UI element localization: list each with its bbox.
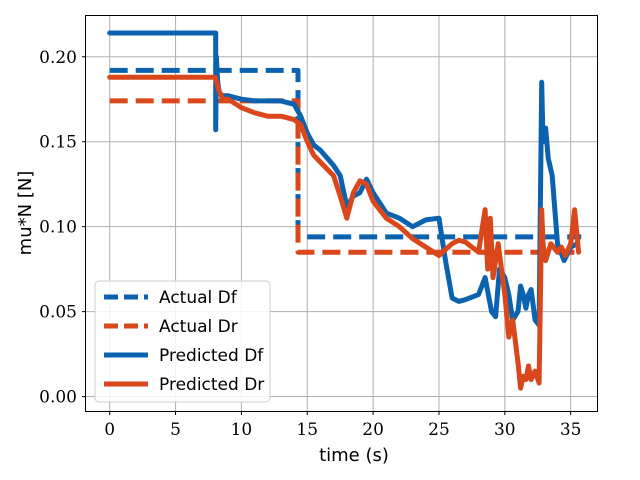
- plot-frame: [85, 15, 598, 412]
- x-tick-label: 35: [560, 420, 582, 440]
- x-tick-label: 30: [494, 420, 516, 440]
- legend-label-actual-df: Actual Df: [159, 288, 238, 308]
- legend-label-predicted-dr: Predicted Dr: [159, 375, 264, 395]
- legend: Actual Df Actual Dr Predicted Df Predict…: [94, 280, 271, 403]
- legend-label-predicted-df: Predicted Df: [159, 346, 264, 366]
- x-tick-label: 0: [104, 420, 115, 440]
- series-line-predicted-dr: [107, 74, 582, 391]
- y-tick-label: 0.10: [39, 218, 77, 238]
- x-axis-label: time (s): [319, 445, 389, 466]
- x-axis-ticks: 0 5 10 15 20 25 30 35: [104, 411, 581, 440]
- y-tick-label: 0.15: [39, 133, 77, 153]
- y-tick-label: 0.20: [39, 48, 77, 68]
- y-axis-label: mu*N [N]: [15, 171, 36, 256]
- legend-label-actual-dr: Actual Dr: [159, 317, 238, 337]
- plot-series: [107, 30, 582, 391]
- x-tick-label: 10: [231, 420, 253, 440]
- y-tick-label: 0.05: [39, 303, 77, 323]
- x-tick-label: 5: [170, 420, 181, 440]
- x-tick-label: 15: [296, 420, 318, 440]
- x-tick-label: 25: [428, 420, 450, 440]
- series-line-predicted-df: [107, 30, 580, 328]
- x-tick-label: 20: [362, 420, 384, 440]
- y-tick-label: 0.00: [39, 388, 77, 408]
- y-axis-ticks: 0.00 0.05 0.10 0.15 0.20: [39, 48, 86, 408]
- legend-box: [94, 280, 271, 403]
